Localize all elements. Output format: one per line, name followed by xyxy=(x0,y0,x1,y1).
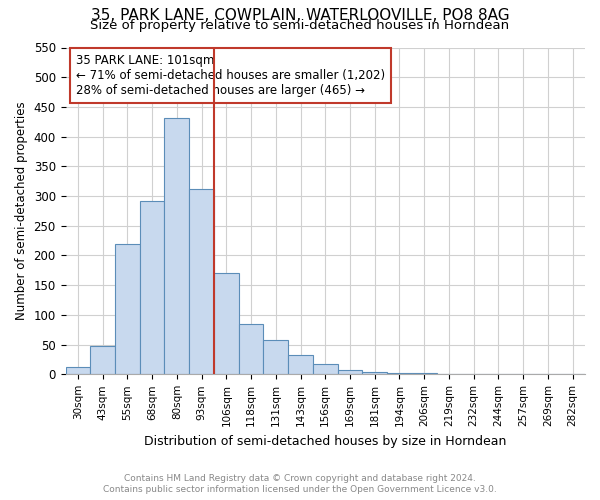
Text: Size of property relative to semi-detached houses in Horndean: Size of property relative to semi-detach… xyxy=(91,18,509,32)
Bar xyxy=(115,244,140,374)
Bar xyxy=(338,370,362,374)
Bar xyxy=(313,364,338,374)
Bar xyxy=(90,346,115,374)
Bar xyxy=(214,274,239,374)
Bar xyxy=(263,340,288,374)
Text: 35, PARK LANE, COWPLAIN, WATERLOOVILLE, PO8 8AG: 35, PARK LANE, COWPLAIN, WATERLOOVILLE, … xyxy=(91,8,509,22)
Text: 35 PARK LANE: 101sqm
← 71% of semi-detached houses are smaller (1,202)
28% of se: 35 PARK LANE: 101sqm ← 71% of semi-detac… xyxy=(76,54,385,97)
Y-axis label: Number of semi-detached properties: Number of semi-detached properties xyxy=(15,102,28,320)
Bar xyxy=(189,189,214,374)
Bar xyxy=(239,324,263,374)
Text: Contains HM Land Registry data © Crown copyright and database right 2024.
Contai: Contains HM Land Registry data © Crown c… xyxy=(103,474,497,494)
X-axis label: Distribution of semi-detached houses by size in Horndean: Distribution of semi-detached houses by … xyxy=(144,434,506,448)
Bar xyxy=(65,367,90,374)
Bar xyxy=(412,373,437,374)
Bar xyxy=(140,201,164,374)
Bar xyxy=(164,118,189,374)
Bar xyxy=(362,372,387,374)
Bar xyxy=(288,354,313,374)
Bar xyxy=(387,372,412,374)
